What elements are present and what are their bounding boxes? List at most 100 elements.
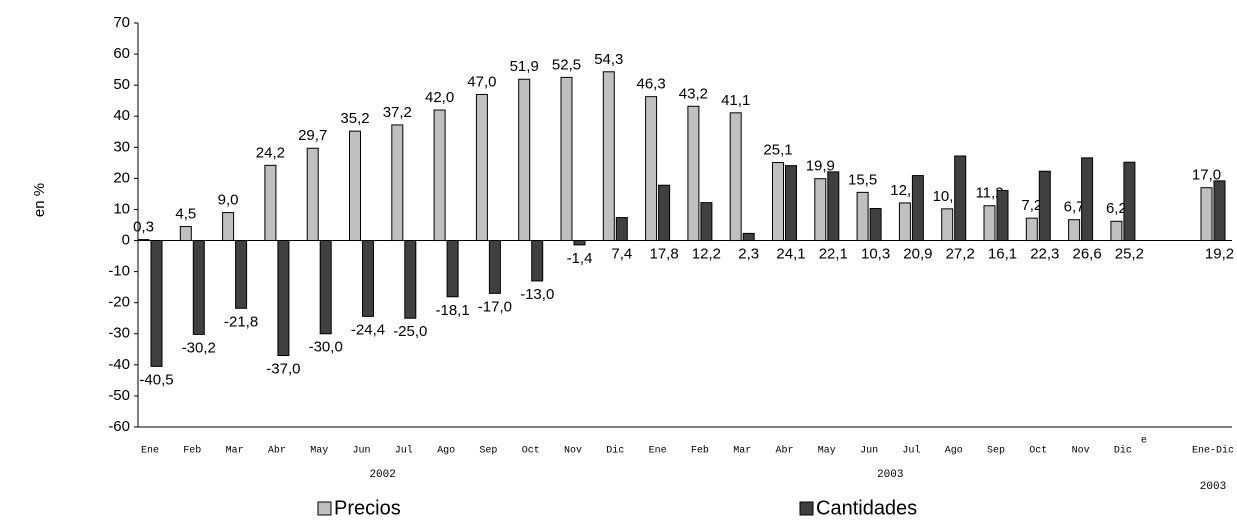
bar	[814, 178, 827, 242]
y-tick-label: 20	[113, 169, 130, 186]
x-tick-label: Abr	[268, 445, 286, 457]
y-tick-label: 50	[113, 76, 130, 93]
bar	[729, 112, 742, 242]
bar	[1038, 170, 1051, 242]
y-tick-label: 10	[113, 200, 130, 217]
value-label: 16,1	[988, 246, 1017, 263]
value-label: -1,4	[567, 250, 593, 267]
x-tick-label: Abr	[775, 445, 793, 457]
bar	[954, 155, 967, 242]
value-label: -13,0	[520, 286, 554, 303]
bar	[687, 105, 700, 242]
value-label: -17,0	[478, 298, 512, 315]
y-tick-label: -30	[108, 325, 130, 342]
value-label: 20,9	[903, 246, 932, 263]
bar	[349, 130, 361, 242]
value-label: 25,2	[1115, 246, 1144, 263]
value-label: 51,9	[510, 58, 539, 75]
bar	[475, 93, 488, 242]
y-tick-label: -50	[108, 387, 130, 404]
value-label: 12,2	[692, 246, 721, 263]
value-label: -18,1	[435, 302, 469, 319]
value-label: 54,3	[594, 51, 623, 68]
y-axis-label: en %	[31, 183, 48, 217]
x-tick-label: Jun	[860, 446, 878, 457]
legend-swatch	[799, 501, 814, 516]
value-label: 35,2	[340, 110, 369, 127]
value-label: 2,3	[738, 246, 759, 263]
value-label: 43,2	[679, 85, 708, 102]
bar	[658, 184, 671, 242]
value-label: 17,8	[649, 246, 678, 263]
y-tick-label: 0	[122, 232, 130, 249]
x-tick-label: Mar	[733, 446, 751, 457]
bar	[700, 202, 713, 242]
bar	[362, 240, 374, 317]
bar	[827, 171, 840, 242]
bar	[179, 226, 192, 242]
bar	[941, 208, 954, 242]
y-tick-label: -10	[108, 263, 130, 280]
value-label: -37,0	[266, 360, 300, 377]
value-label: 19,9	[806, 158, 835, 175]
x-tick-label: Jul	[395, 445, 413, 457]
bar	[1081, 157, 1094, 242]
value-label: 46,3	[636, 76, 665, 93]
x-tick-label: Feb	[691, 445, 709, 457]
value-label: 6,2	[1106, 200, 1127, 217]
value-label: -40,5	[139, 371, 173, 388]
bar	[235, 240, 248, 309]
bar	[404, 240, 417, 319]
bar	[531, 240, 544, 282]
y-tick-label: -60	[108, 418, 130, 435]
value-label: 22,1	[819, 246, 848, 263]
bar	[446, 240, 459, 298]
value-label: 37,2	[383, 104, 412, 121]
value-label: 26,6	[1072, 246, 1101, 263]
y-tick-label: -20	[108, 294, 130, 311]
bar	[615, 217, 628, 242]
x-tick-label: Jun	[352, 446, 370, 457]
bar	[856, 191, 869, 242]
value-label: -30,2	[182, 339, 216, 356]
y-tick-label: 70	[113, 14, 130, 31]
value-label: 24,2	[256, 144, 285, 161]
value-label: 6,7	[1064, 199, 1085, 216]
bar	[602, 71, 615, 242]
bar	[742, 232, 755, 242]
y-tick-label: -40	[108, 356, 130, 373]
bar	[319, 240, 332, 335]
bar	[560, 76, 573, 242]
x-tick-label: Feb	[183, 445, 201, 457]
x-tick-label: Ago	[437, 446, 455, 457]
group-label: 2003	[1200, 481, 1226, 493]
x-tick-label: Mar	[226, 446, 244, 457]
x-tick-label: Sep	[479, 446, 497, 457]
x-tick-label: Sep	[987, 446, 1005, 457]
x-tick-label: Ago	[945, 446, 963, 457]
value-label: 29,7	[298, 127, 327, 144]
bar	[1068, 219, 1081, 242]
value-label: -25,0	[393, 323, 427, 340]
value-label: 4,5	[175, 206, 196, 223]
bar	[433, 109, 446, 242]
bar	[1123, 161, 1136, 242]
value-label: 41,1	[721, 92, 750, 109]
bar	[911, 175, 924, 242]
value-label: 27,2	[946, 246, 975, 263]
x-tick-label: Oct	[522, 446, 540, 457]
value-label: 19,2	[1205, 246, 1234, 263]
value-label: 15,5	[848, 171, 877, 188]
legend-swatch	[317, 501, 332, 516]
value-label: 25,1	[763, 142, 792, 159]
value-label: 9,0	[218, 192, 239, 209]
x-tick-label: May	[310, 446, 328, 457]
bar	[573, 240, 586, 246]
bar	[645, 96, 658, 242]
y-tick-label: 60	[113, 45, 130, 62]
value-label: 42,0	[425, 89, 454, 106]
bar	[391, 124, 404, 242]
bar	[264, 164, 277, 242]
annotation: e	[1141, 436, 1147, 447]
value-label: 0,3	[133, 219, 154, 236]
